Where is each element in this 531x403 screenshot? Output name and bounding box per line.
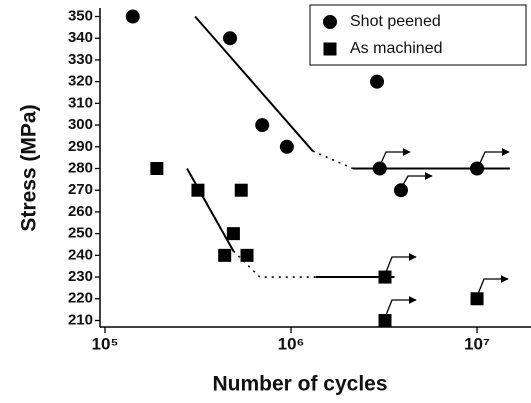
y-tick-label: 310	[68, 94, 93, 111]
y-tick-label: 340	[68, 29, 93, 46]
y-tick-label: 250	[68, 225, 93, 242]
legend-box	[309, 4, 527, 66]
y-tick-label: 260	[68, 203, 93, 220]
y-tick-label: 330	[68, 51, 93, 68]
legend-marker	[323, 15, 337, 29]
point	[223, 31, 238, 46]
point	[378, 270, 392, 284]
point	[218, 248, 232, 262]
point	[125, 9, 140, 24]
y-tick-label: 320	[68, 73, 93, 90]
y-tick-label: 220	[68, 290, 93, 307]
point	[240, 248, 254, 262]
legend-label: Shot peened	[350, 13, 441, 30]
y-tick-label: 350	[68, 7, 93, 24]
point	[255, 118, 270, 133]
x-tick-label: 10⁶	[278, 334, 305, 353]
point	[470, 161, 485, 176]
legend-label: As machined	[350, 40, 443, 57]
y-tick-label: 240	[68, 246, 93, 263]
point	[234, 183, 248, 197]
point	[393, 183, 408, 198]
y-tick-label: 230	[68, 268, 93, 285]
point	[370, 74, 385, 89]
y-tick-label: 270	[68, 181, 93, 198]
point	[191, 183, 205, 197]
fit-line	[312, 150, 354, 170]
point	[372, 161, 387, 176]
y-tick-label: 290	[68, 138, 93, 155]
x-tick-label: 10⁵	[92, 334, 119, 353]
x-axis-title: Number of cycles	[212, 373, 387, 396]
y-axis-title: Stress (MPa)	[18, 104, 41, 231]
runout-arrows	[377, 148, 510, 321]
y-tick-label: 210	[68, 311, 93, 328]
fit-line	[194, 15, 314, 152]
point	[226, 227, 240, 241]
y-tick-label: 280	[68, 159, 93, 176]
y-tick-label: 300	[68, 116, 93, 133]
legend-marker	[323, 42, 337, 56]
point	[378, 313, 392, 327]
point	[279, 139, 294, 154]
x-tick-label: 10⁷	[464, 334, 490, 353]
point	[150, 162, 164, 175]
point	[470, 292, 484, 306]
fit-line	[186, 168, 235, 252]
